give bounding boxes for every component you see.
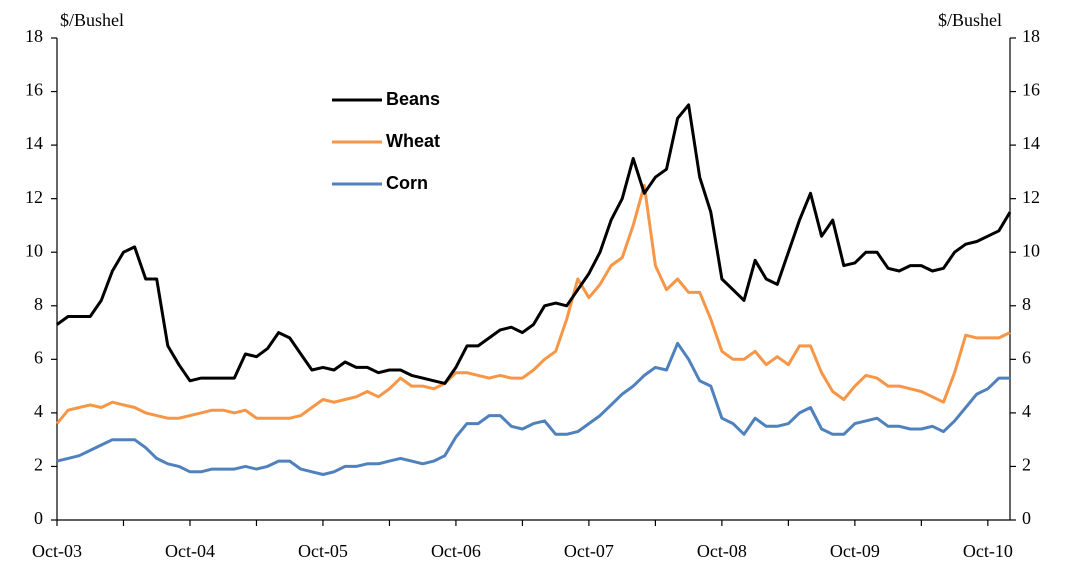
y2-tick-label: 16 (1022, 80, 1040, 100)
y2-tick-label: 10 (1022, 240, 1040, 260)
y2-tick-label: 2 (1022, 455, 1031, 475)
legend-label: Wheat (386, 131, 440, 151)
y2-tick-label: 12 (1022, 187, 1040, 207)
x-tick-label: Oct-06 (431, 541, 481, 561)
x-tick-label: Oct-10 (963, 541, 1013, 561)
series-line (56, 103, 1012, 385)
y-tick-label: 18 (25, 26, 43, 46)
legend-label: Corn (386, 173, 428, 193)
series-line (55, 183, 1011, 425)
y-tick-label: 16 (25, 80, 43, 100)
y-tick-label: 14 (25, 133, 43, 153)
y2-tick-label: 14 (1022, 133, 1040, 153)
y-tick-label: 2 (34, 455, 43, 475)
x-tick-label: Oct-05 (298, 541, 348, 561)
y2-tick-label: 8 (1022, 294, 1031, 314)
y-tick-label: 10 (25, 240, 43, 260)
x-tick-label: Oct-07 (564, 541, 614, 561)
y-tick-label: 6 (34, 347, 43, 367)
x-tick-label: Oct-08 (697, 541, 747, 561)
y-axis-label: $/Bushel (60, 10, 124, 30)
y2-tick-label: 6 (1022, 347, 1031, 367)
x-tick-label: Oct-09 (830, 541, 880, 561)
series-line (56, 341, 1010, 476)
y-tick-label: 12 (25, 187, 43, 207)
x-tick-label: Oct-04 (165, 541, 215, 561)
legend-label: Beans (386, 89, 440, 109)
y2-axis-label: $/Bushel (938, 10, 1002, 30)
x-tick-label: Oct-03 (32, 541, 82, 561)
y2-tick-label: 0 (1022, 508, 1031, 528)
y2-tick-label: 18 (1022, 26, 1040, 46)
y-tick-label: 8 (34, 294, 43, 314)
y-tick-label: 4 (34, 401, 43, 421)
y-tick-label: 0 (34, 508, 43, 528)
y2-tick-label: 4 (1022, 401, 1031, 421)
